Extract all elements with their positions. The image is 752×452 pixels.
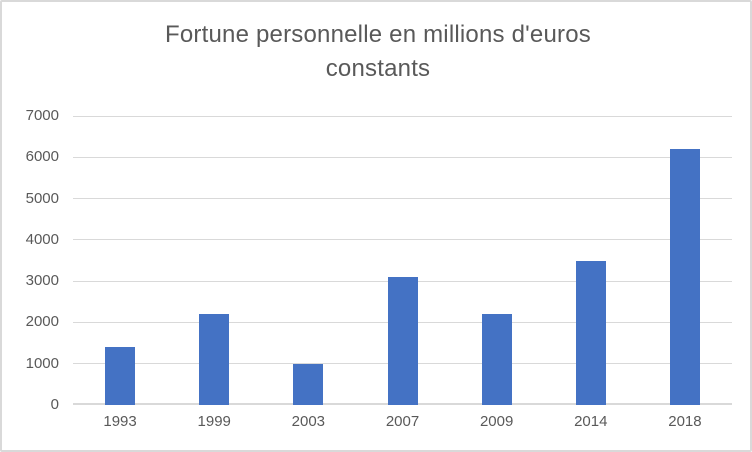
bar-2014 <box>575 260 606 405</box>
y-axis-tick-label: 1000 <box>25 354 59 372</box>
x-axis-tick-label: 1993 <box>103 413 137 430</box>
bar-1993 <box>105 347 136 405</box>
x-axis-tick-label: 2018 <box>668 413 702 430</box>
gridline <box>73 115 732 117</box>
x-axis-tick-label: 1999 <box>197 413 231 430</box>
y-axis-tick-label: 4000 <box>25 230 59 248</box>
x-axis-tick-label: 2009 <box>479 413 514 430</box>
bar-2003 <box>293 363 324 405</box>
x-axis-tick-label: 2014 <box>574 413 608 430</box>
bar-1999 <box>199 314 230 405</box>
x-axis-tick-label: 2003 <box>291 413 326 430</box>
chart-title-line-1: Fortune personnelle en millions d'euros <box>165 21 591 48</box>
bar-2009 <box>481 314 512 405</box>
x-axis-tick-label: 2007 <box>385 413 420 430</box>
y-axis-tick-label: 2000 <box>25 313 59 331</box>
x-axis-labels: 1993 1999 2003 2007 2009 2014 2018 <box>73 413 732 435</box>
y-axis-tick-label: 5000 <box>25 189 59 207</box>
y-axis-tick-label: 3000 <box>25 272 59 290</box>
bar-2007 <box>387 277 418 405</box>
y-axis-labels: 0 1000 2000 3000 4000 5000 6000 7000 <box>2 108 59 413</box>
gridline <box>73 239 732 241</box>
y-axis-tick-label: 0 <box>50 396 59 413</box>
chart-title-line-2: constants <box>325 55 431 82</box>
gridline <box>73 198 732 200</box>
plot-area <box>73 115 732 405</box>
y-axis-tick-label: 7000 <box>25 107 59 124</box>
bar-2018 <box>669 149 700 405</box>
y-axis-tick-label: 6000 <box>25 148 59 166</box>
chart-title: Fortune personnelle en millions d'euros … <box>2 18 750 86</box>
gridline <box>73 156 732 158</box>
